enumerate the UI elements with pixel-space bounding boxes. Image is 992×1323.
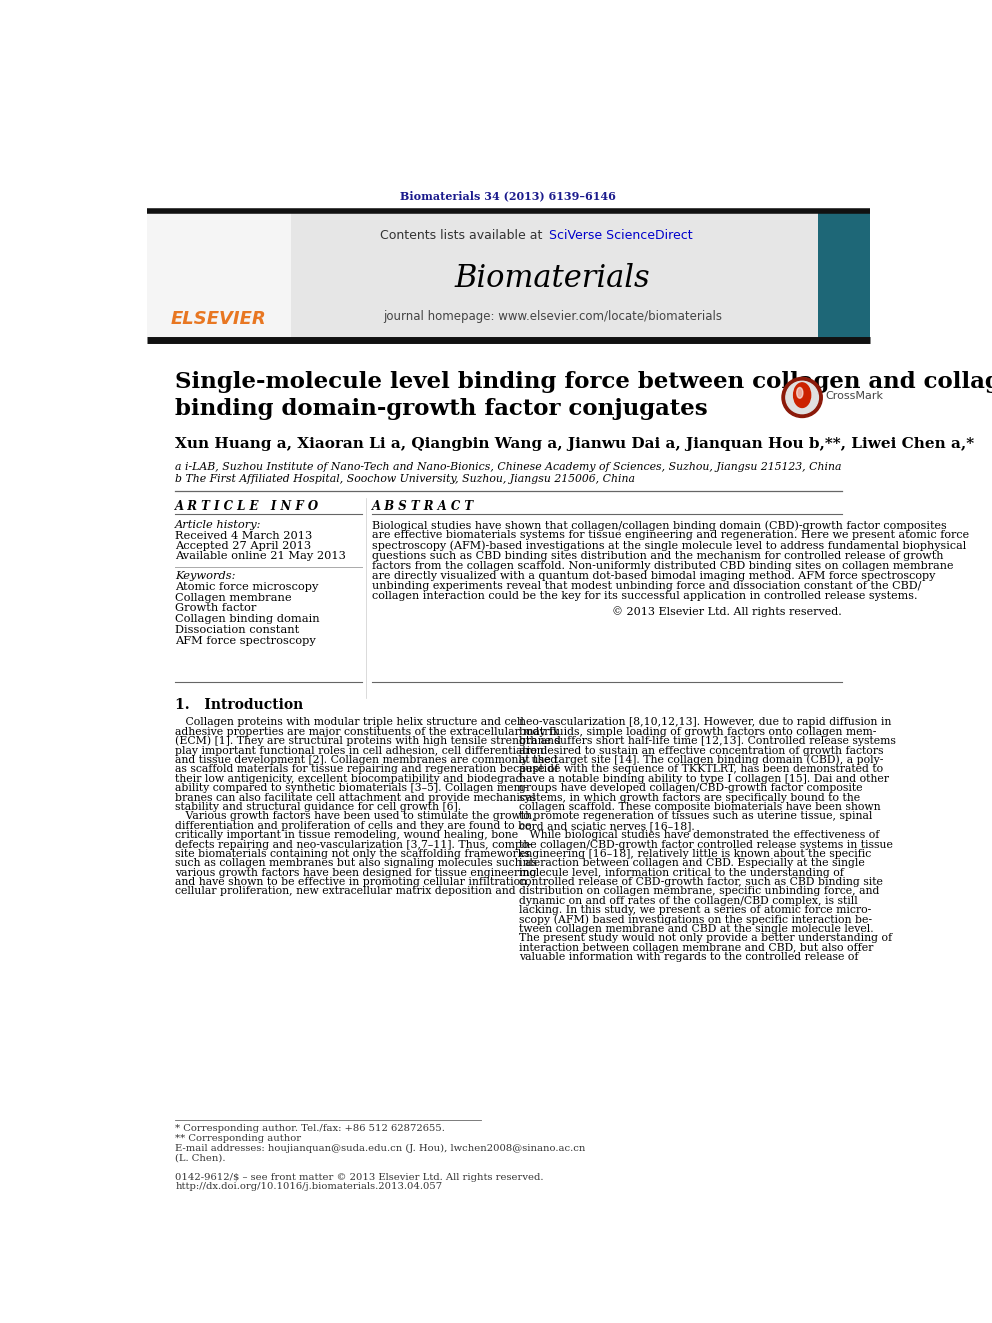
Text: Collagen membrane: Collagen membrane xyxy=(176,593,292,603)
Text: are effective biomaterials systems for tissue engineering and regeneration. Here: are effective biomaterials systems for t… xyxy=(372,531,969,540)
Text: critically important in tissue remodeling, wound healing, bone: critically important in tissue remodelin… xyxy=(176,830,518,840)
Text: stability and structural guidance for cell growth [6].: stability and structural guidance for ce… xyxy=(176,802,461,812)
Text: interaction between collagen membrane and CBD, but also offer: interaction between collagen membrane an… xyxy=(519,943,874,953)
Text: dynamic on and off rates of the collagen/CBD complex, is still: dynamic on and off rates of the collagen… xyxy=(519,896,858,906)
Text: as scaffold materials for tissue repairing and regeneration because of: as scaffold materials for tissue repairi… xyxy=(176,765,558,774)
Text: AFM force spectroscopy: AFM force spectroscopy xyxy=(176,636,315,646)
Text: Biological studies have shown that collagen/collagen binding domain (CBD)-growth: Biological studies have shown that colla… xyxy=(372,520,946,531)
Text: questions such as CBD binding sites distribution and the mechanism for controlle: questions such as CBD binding sites dist… xyxy=(372,550,943,561)
Text: site biomaterials containing not only the scaffolding frameworks: site biomaterials containing not only th… xyxy=(176,849,530,859)
Text: (L. Chen).: (L. Chen). xyxy=(176,1154,225,1163)
Text: collagen interaction could be the key for its successful application in controll: collagen interaction could be the key fo… xyxy=(372,591,918,602)
Text: factors from the collagen scaffold. Non-uniformly distributed CBD binding sites : factors from the collagen scaffold. Non-… xyxy=(372,561,953,572)
Text: and tissue development [2]. Collagen membranes are commonly used: and tissue development [2]. Collagen mem… xyxy=(176,755,558,765)
Text: Xun Huang a, Xiaoran Li a, Qiangbin Wang a, Jianwu Dai a, Jianquan Hou b,**, Liw: Xun Huang a, Xiaoran Li a, Qiangbin Wang… xyxy=(176,437,974,451)
Text: tween collagen membrane and CBD at the single molecule level.: tween collagen membrane and CBD at the s… xyxy=(519,923,874,934)
Bar xyxy=(291,212,817,340)
Text: CrossMark: CrossMark xyxy=(825,390,883,401)
Text: 0142-9612/$ – see front matter © 2013 Elsevier Ltd. All rights reserved.: 0142-9612/$ – see front matter © 2013 El… xyxy=(176,1172,544,1181)
Text: Various growth factors have been used to stimulate the growth,: Various growth factors have been used to… xyxy=(176,811,536,822)
Bar xyxy=(147,212,291,340)
Text: to promote regeneration of tissues such as uterine tissue, spinal: to promote regeneration of tissues such … xyxy=(519,811,873,822)
Text: engineering [16–18], relatively little is known about the specific: engineering [16–18], relatively little i… xyxy=(519,849,872,859)
Text: scopy (AFM) based investigations on the specific interaction be-: scopy (AFM) based investigations on the … xyxy=(519,914,872,925)
Text: spectroscopy (AFM)-based investigations at the single molecule level to address : spectroscopy (AFM)-based investigations … xyxy=(372,540,966,550)
Text: and have shown to be effective in promoting cellular infiltration,: and have shown to be effective in promot… xyxy=(176,877,531,888)
Text: (ECM) [1]. They are structural proteins with high tensile strength and: (ECM) [1]. They are structural proteins … xyxy=(176,736,561,746)
Text: Biomaterials 34 (2013) 6139–6146: Biomaterials 34 (2013) 6139–6146 xyxy=(401,191,616,201)
Text: While biological studies have demonstrated the effectiveness of: While biological studies have demonstrat… xyxy=(519,830,880,840)
Text: adhesive properties are major constituents of the extracellular matrix: adhesive properties are major constituen… xyxy=(176,726,559,737)
Circle shape xyxy=(786,381,818,414)
Text: SciVerse ScienceDirect: SciVerse ScienceDirect xyxy=(549,229,692,242)
Text: interaction between collagen and CBD. Especially at the single: interaction between collagen and CBD. Es… xyxy=(519,859,865,868)
Text: have a notable binding ability to type I collagen [15]. Dai and other: have a notable binding ability to type I… xyxy=(519,774,889,783)
Text: play important functional roles in cell adhesion, cell differentiation: play important functional roles in cell … xyxy=(176,746,544,755)
Text: various growth factors have been designed for tissue engineering: various growth factors have been designe… xyxy=(176,868,537,877)
Text: at the target site [14]. The collagen binding domain (CBD), a poly-: at the target site [14]. The collagen bi… xyxy=(519,754,884,765)
Text: E-mail addresses: houjianquan@suda.edu.cn (J. Hou), lwchen2008@sinano.ac.cn: E-mail addresses: houjianquan@suda.edu.c… xyxy=(176,1143,585,1152)
Text: Contents lists available at: Contents lists available at xyxy=(380,229,547,242)
Text: 1.   Introduction: 1. Introduction xyxy=(176,699,304,713)
Text: Collagen proteins with modular triple helix structure and cell: Collagen proteins with modular triple he… xyxy=(176,717,524,728)
Circle shape xyxy=(782,377,822,418)
Text: distribution on collagen membrane, specific unbinding force, and: distribution on collagen membrane, speci… xyxy=(519,886,880,897)
Text: systems, in which growth factors are specifically bound to the: systems, in which growth factors are spe… xyxy=(519,792,860,803)
Text: Received 4 March 2013: Received 4 March 2013 xyxy=(176,531,312,541)
Text: controlled release of CBD-growth factor, such as CBD binding site: controlled release of CBD-growth factor,… xyxy=(519,877,883,888)
Text: collagen scaffold. These composite biomaterials have been shown: collagen scaffold. These composite bioma… xyxy=(519,802,881,812)
Text: The present study would not only provide a better understanding of: The present study would not only provide… xyxy=(519,934,893,943)
Text: cord and sciatic nerves [16–18].: cord and sciatic nerves [16–18]. xyxy=(519,820,695,831)
Text: defects repairing and neo-vascularization [3,7–11]. Thus, compo-: defects repairing and neo-vascularizatio… xyxy=(176,840,532,849)
Text: the collagen/CBD-growth factor controlled release systems in tissue: the collagen/CBD-growth factor controlle… xyxy=(519,840,893,849)
Ellipse shape xyxy=(797,388,803,398)
Bar xyxy=(817,212,870,340)
Text: lacking. In this study, we present a series of atomic force micro-: lacking. In this study, we present a ser… xyxy=(519,905,872,916)
Text: their low antigenicity, excellent biocompatibility and biodegrad-: their low antigenicity, excellent biocom… xyxy=(176,774,527,783)
Text: A B S T R A C T: A B S T R A C T xyxy=(372,500,474,513)
Text: Dissociation constant: Dissociation constant xyxy=(176,624,300,635)
Text: molecule level, information critical to the understanding of: molecule level, information critical to … xyxy=(519,868,844,877)
Text: branes can also facilitate cell attachment and provide mechanical: branes can also facilitate cell attachme… xyxy=(176,792,536,803)
Text: * Corresponding author. Tel./fax: +86 512 62872655.: * Corresponding author. Tel./fax: +86 51… xyxy=(176,1125,445,1134)
Text: neo-vascularization [8,10,12,13]. However, due to rapid diffusion in: neo-vascularization [8,10,12,13]. Howeve… xyxy=(519,717,892,728)
Text: Single-molecule level binding force between collagen and collagen: Single-molecule level binding force betw… xyxy=(176,370,992,393)
Text: ability compared to synthetic biomaterials [3–5]. Collagen mem-: ability compared to synthetic biomateria… xyxy=(176,783,528,794)
Text: Available online 21 May 2013: Available online 21 May 2013 xyxy=(176,552,346,561)
Text: ELSEVIER: ELSEVIER xyxy=(171,310,267,328)
Text: Article history:: Article history: xyxy=(176,520,262,529)
Text: Biomaterials: Biomaterials xyxy=(454,262,651,294)
Text: are directly visualized with a quantum dot-based bimodal imaging method. AFM for: are directly visualized with a quantum d… xyxy=(372,572,935,581)
Text: cellular proliferation, new extracellular matrix deposition and: cellular proliferation, new extracellula… xyxy=(176,886,516,897)
Text: Growth factor: Growth factor xyxy=(176,603,257,614)
Text: journal homepage: www.elsevier.com/locate/biomaterials: journal homepage: www.elsevier.com/locat… xyxy=(383,310,722,323)
Text: unbinding experiments reveal that modest unbinding force and dissociation consta: unbinding experiments reveal that modest… xyxy=(372,581,922,591)
Text: A R T I C L E   I N F O: A R T I C L E I N F O xyxy=(176,500,319,513)
Text: valuable information with regards to the controlled release of: valuable information with regards to the… xyxy=(519,953,859,962)
Text: b The First Affiliated Hospital, Soochow University, Suzhou, Jiangsu 215006, Chi: b The First Affiliated Hospital, Soochow… xyxy=(176,474,635,484)
Text: ** Corresponding author: ** Corresponding author xyxy=(176,1134,302,1143)
Text: http://dx.doi.org/10.1016/j.biomaterials.2013.04.057: http://dx.doi.org/10.1016/j.biomaterials… xyxy=(176,1183,442,1191)
Text: differentiation and proliferation of cells and they are found to be: differentiation and proliferation of cel… xyxy=(176,820,532,831)
Text: body fluids, simple loading of growth factors onto collagen mem-: body fluids, simple loading of growth fa… xyxy=(519,726,877,737)
Text: Atomic force microscopy: Atomic force microscopy xyxy=(176,582,318,591)
Text: brane suffers short half-life time [12,13]. Controlled release systems: brane suffers short half-life time [12,1… xyxy=(519,736,896,746)
Text: Accepted 27 April 2013: Accepted 27 April 2013 xyxy=(176,541,311,552)
Text: a i-LAB, Suzhou Institute of Nano-Tech and Nano-Bionics, Chinese Academy of Scie: a i-LAB, Suzhou Institute of Nano-Tech a… xyxy=(176,462,841,472)
Text: Keywords:: Keywords: xyxy=(176,572,236,581)
Text: such as collagen membranes but also signaling molecules such as: such as collagen membranes but also sign… xyxy=(176,859,537,868)
Text: binding domain-growth factor conjugates: binding domain-growth factor conjugates xyxy=(176,398,708,419)
Text: are desired to sustain an effective concentration of growth factors: are desired to sustain an effective conc… xyxy=(519,746,884,755)
Text: groups have developed collagen/CBD-growth factor composite: groups have developed collagen/CBD-growt… xyxy=(519,783,863,794)
Text: peptide with the sequence of TKKTLRT, has been demonstrated to: peptide with the sequence of TKKTLRT, ha… xyxy=(519,765,883,774)
Text: Collagen binding domain: Collagen binding domain xyxy=(176,614,319,624)
Ellipse shape xyxy=(794,382,810,407)
Bar xyxy=(817,212,870,340)
Text: © 2013 Elsevier Ltd. All rights reserved.: © 2013 Elsevier Ltd. All rights reserved… xyxy=(612,606,841,617)
